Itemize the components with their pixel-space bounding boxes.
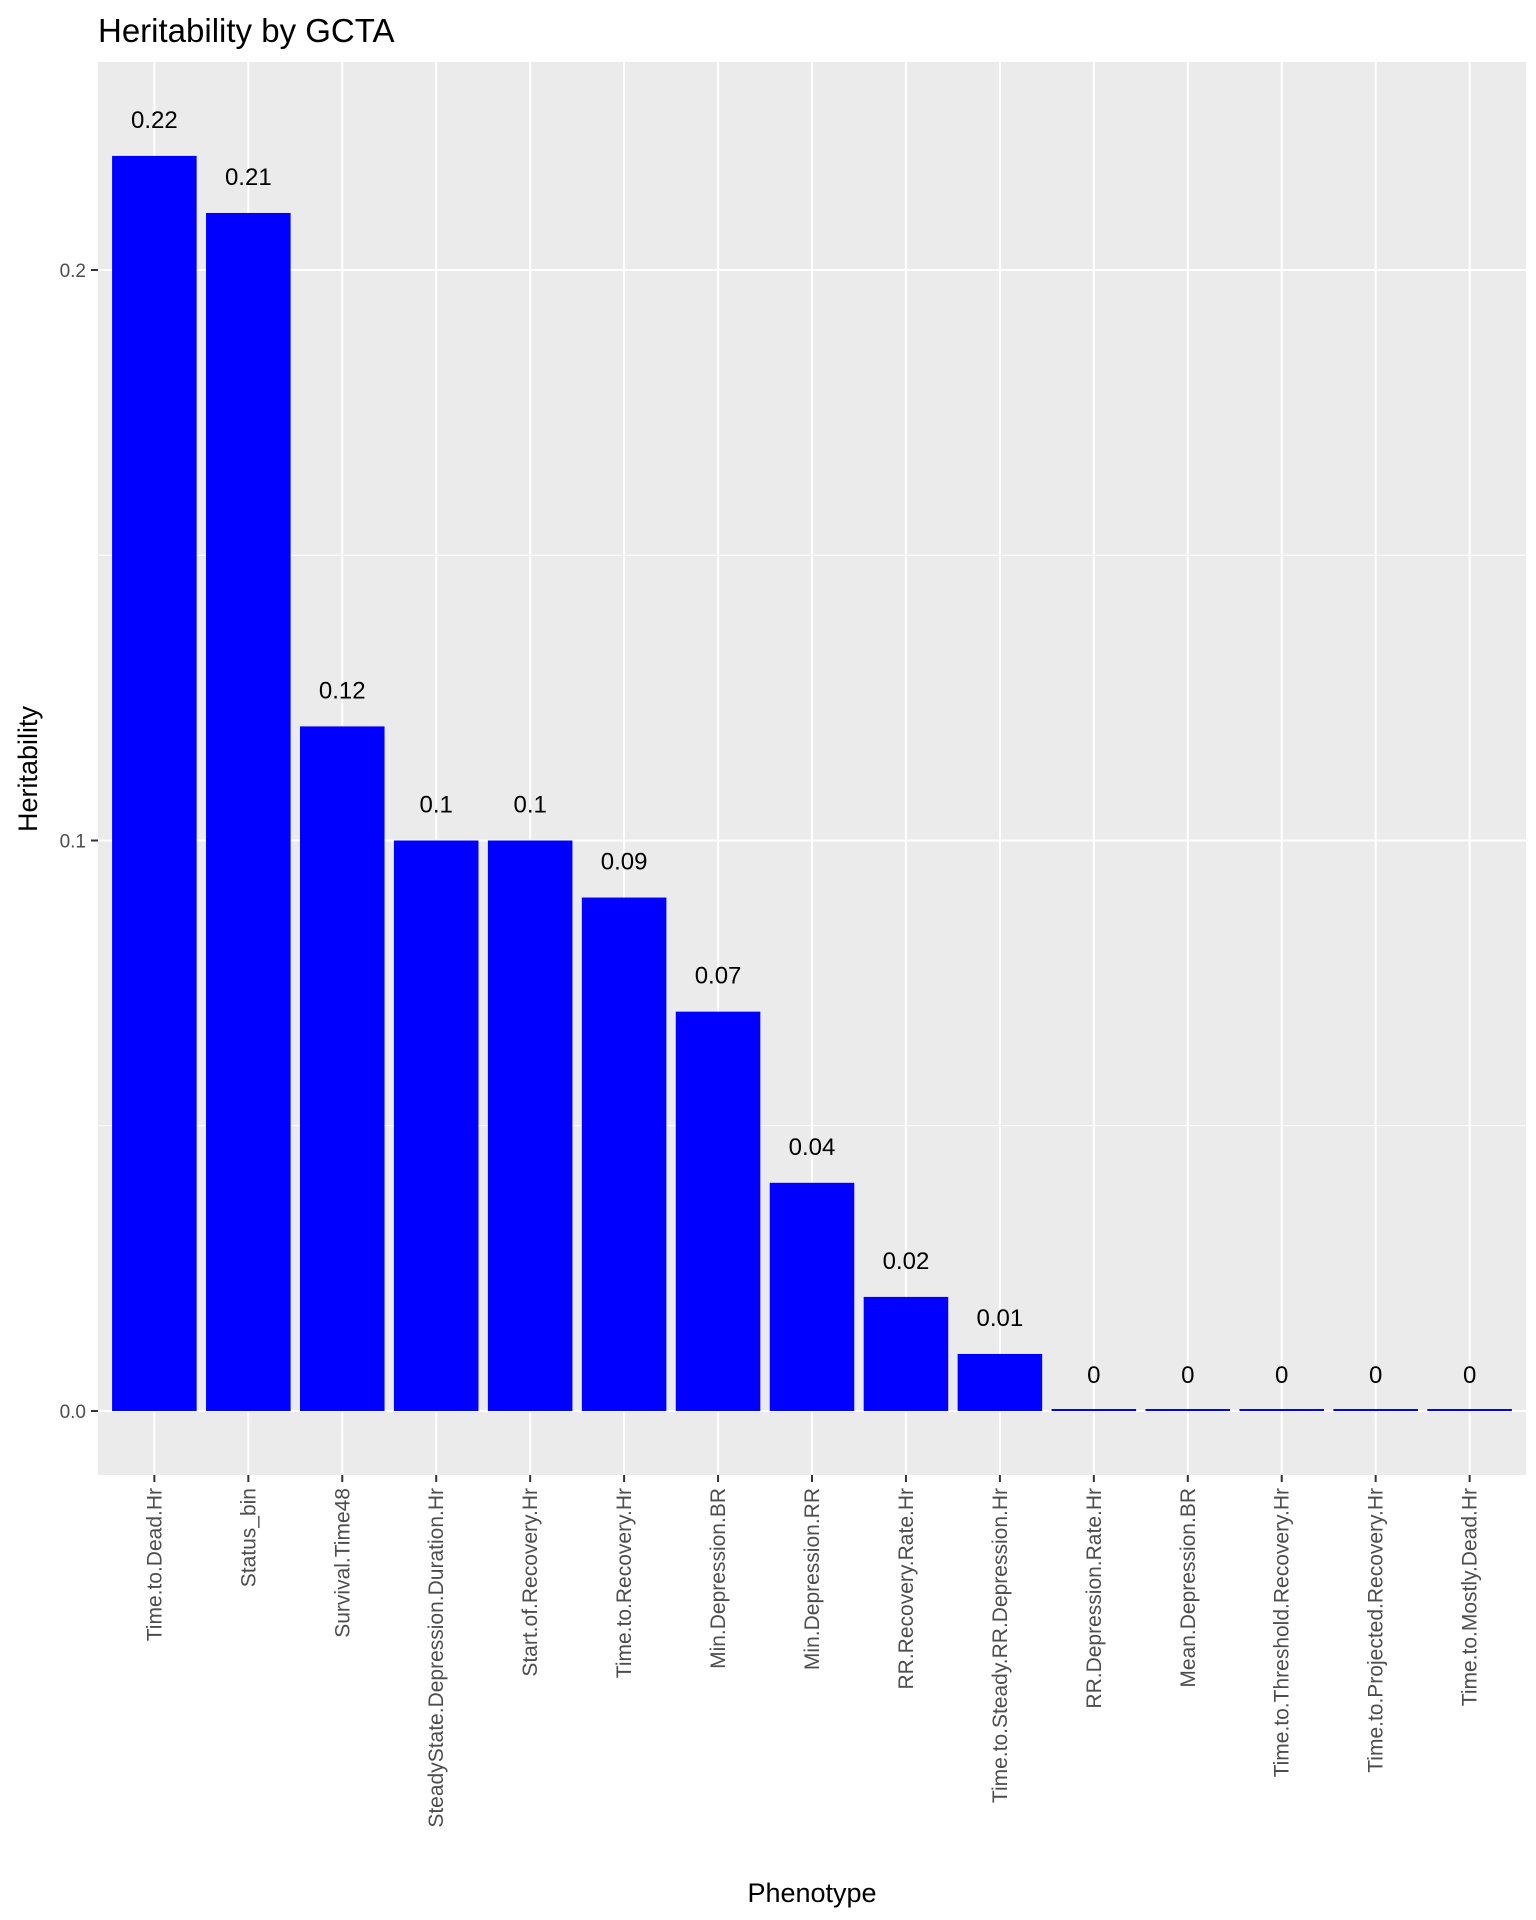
bars xyxy=(112,155,1512,1412)
data-label: 0 xyxy=(1181,1362,1194,1389)
data-label: 0.12 xyxy=(319,677,366,704)
bar xyxy=(112,155,197,1411)
y-tick-label: 0.2 xyxy=(60,261,86,282)
bar xyxy=(1145,1409,1231,1411)
x-axis: Time.to.Dead.Hr Status_bin Survival.Time48… xyxy=(143,1475,1482,1828)
bar xyxy=(957,1353,1043,1411)
data-label: 0.21 xyxy=(225,164,272,191)
data-label: 0 xyxy=(1463,1362,1476,1389)
x-tick-label: Status_bin xyxy=(237,1488,260,1587)
x-tick-label: SteadyState.Depression.Duration.Hr xyxy=(425,1488,448,1828)
bar xyxy=(581,897,667,1411)
y-axis: 0.0 0.1 0.2 xyxy=(60,261,98,1423)
data-label: 0.07 xyxy=(695,963,742,990)
data-label: 0.04 xyxy=(789,1134,836,1161)
x-tick-label: RR.Recovery.Rate.Hr xyxy=(895,1488,918,1690)
data-label: 0 xyxy=(1369,1362,1382,1389)
data-label: 0.1 xyxy=(420,792,453,819)
bar xyxy=(1051,1409,1137,1411)
bar xyxy=(299,726,385,1411)
bar xyxy=(675,1011,761,1411)
data-label: 0.09 xyxy=(601,849,648,876)
data-label: 0.1 xyxy=(513,792,546,819)
x-tick-label: RR.Depression.Rate.Hr xyxy=(1083,1488,1106,1709)
x-axis-title: Phenotype xyxy=(747,1878,876,1908)
bar xyxy=(1333,1409,1418,1411)
data-label: 0.22 xyxy=(131,107,178,134)
data-label: 0.01 xyxy=(977,1305,1024,1332)
x-tick-label: Start.of.Recovery.Hr xyxy=(519,1488,542,1677)
bar xyxy=(206,212,291,1412)
x-tick-label: Survival.Time48 xyxy=(331,1488,354,1638)
y-tick-label: 0.1 xyxy=(60,832,86,853)
x-tick-label: Min.Depression.RR xyxy=(801,1488,824,1670)
bar xyxy=(769,1182,855,1411)
data-label: 0.02 xyxy=(883,1248,930,1275)
data-label: 0 xyxy=(1087,1362,1100,1389)
x-tick-label: Mean.Depression.BR xyxy=(1177,1488,1200,1688)
bar xyxy=(393,840,479,1411)
x-tick-label: Time.to.Threshold.Recovery.Hr xyxy=(1271,1488,1294,1777)
data-labels: 0.22 0.21 0.12 0.1 0.1 0.09 0.07 0.04 0.02 0.01 0 0… xyxy=(131,107,1476,1389)
bar xyxy=(487,840,573,1411)
bar xyxy=(1239,1409,1325,1411)
x-tick-label: Min.Depression.BR xyxy=(707,1488,730,1669)
x-tick-label: Time.to.Steady.RR.Depression.Hr xyxy=(989,1488,1012,1803)
x-tick-label: Time.to.Dead.Hr xyxy=(143,1488,166,1641)
y-tick-label: 0.0 xyxy=(60,1402,86,1423)
x-tick-label: Time.to.Recovery.Hr xyxy=(613,1488,636,1678)
data-label: 0 xyxy=(1275,1362,1288,1389)
y-axis-title: Heritability xyxy=(13,705,43,832)
bar xyxy=(863,1296,949,1411)
chart-title: Heritability by GCTA xyxy=(98,12,394,49)
bar xyxy=(1427,1409,1512,1411)
x-tick-label: Time.to.Mostly.Dead.Hr xyxy=(1459,1488,1482,1706)
x-tick-label: Time.to.Projected.Recovery.Hr xyxy=(1365,1488,1388,1773)
